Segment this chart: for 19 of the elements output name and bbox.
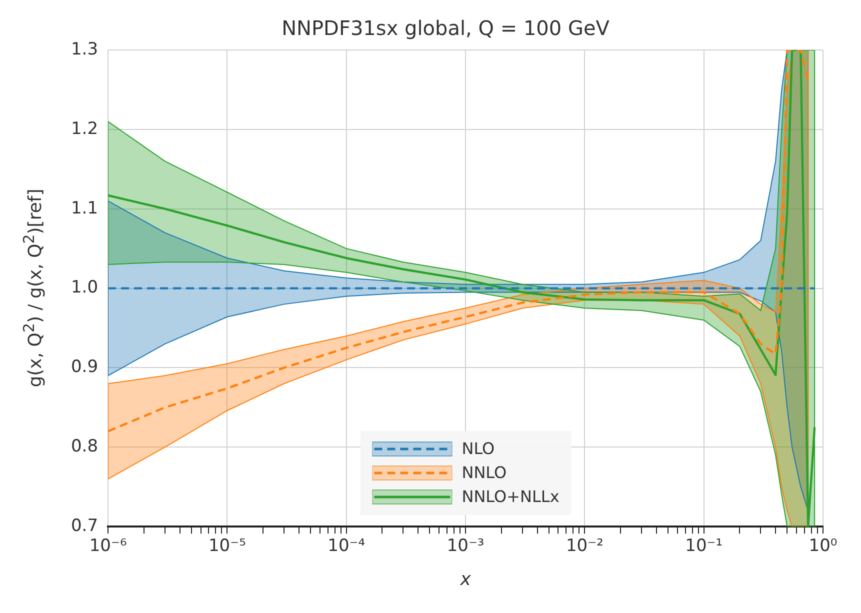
y-tick-label: 1.1: [70, 198, 98, 218]
x-tick-label: 10⁻³: [446, 536, 484, 556]
y-tick-label: 0.7: [70, 516, 98, 536]
x-tick-label: 10⁰: [808, 536, 838, 556]
legend-label: NNLO: [462, 463, 507, 482]
y-tick-label: 1.3: [70, 39, 98, 60]
legend-label: NLO: [462, 439, 495, 458]
x-axis-title: x: [460, 569, 471, 590]
legend-label: NNLO+NLLx: [462, 487, 560, 506]
y-tick-label: 1.2: [70, 118, 98, 139]
chart-title: NNPDF31sx global, Q = 100 GeV: [282, 16, 610, 40]
y-tick-label: 1.0: [70, 278, 98, 298]
x-tick-label: 10⁻⁶: [89, 536, 127, 556]
y-tick-label: 0.9: [70, 357, 98, 378]
x-tick-label: 10⁻⁵: [208, 536, 246, 556]
y-tick-label: 0.8: [70, 436, 98, 457]
x-tick-label: 10⁻²: [566, 536, 604, 556]
x-tick-label: 10⁻¹: [685, 536, 723, 556]
x-tick-label: 10⁻⁴: [328, 536, 366, 556]
